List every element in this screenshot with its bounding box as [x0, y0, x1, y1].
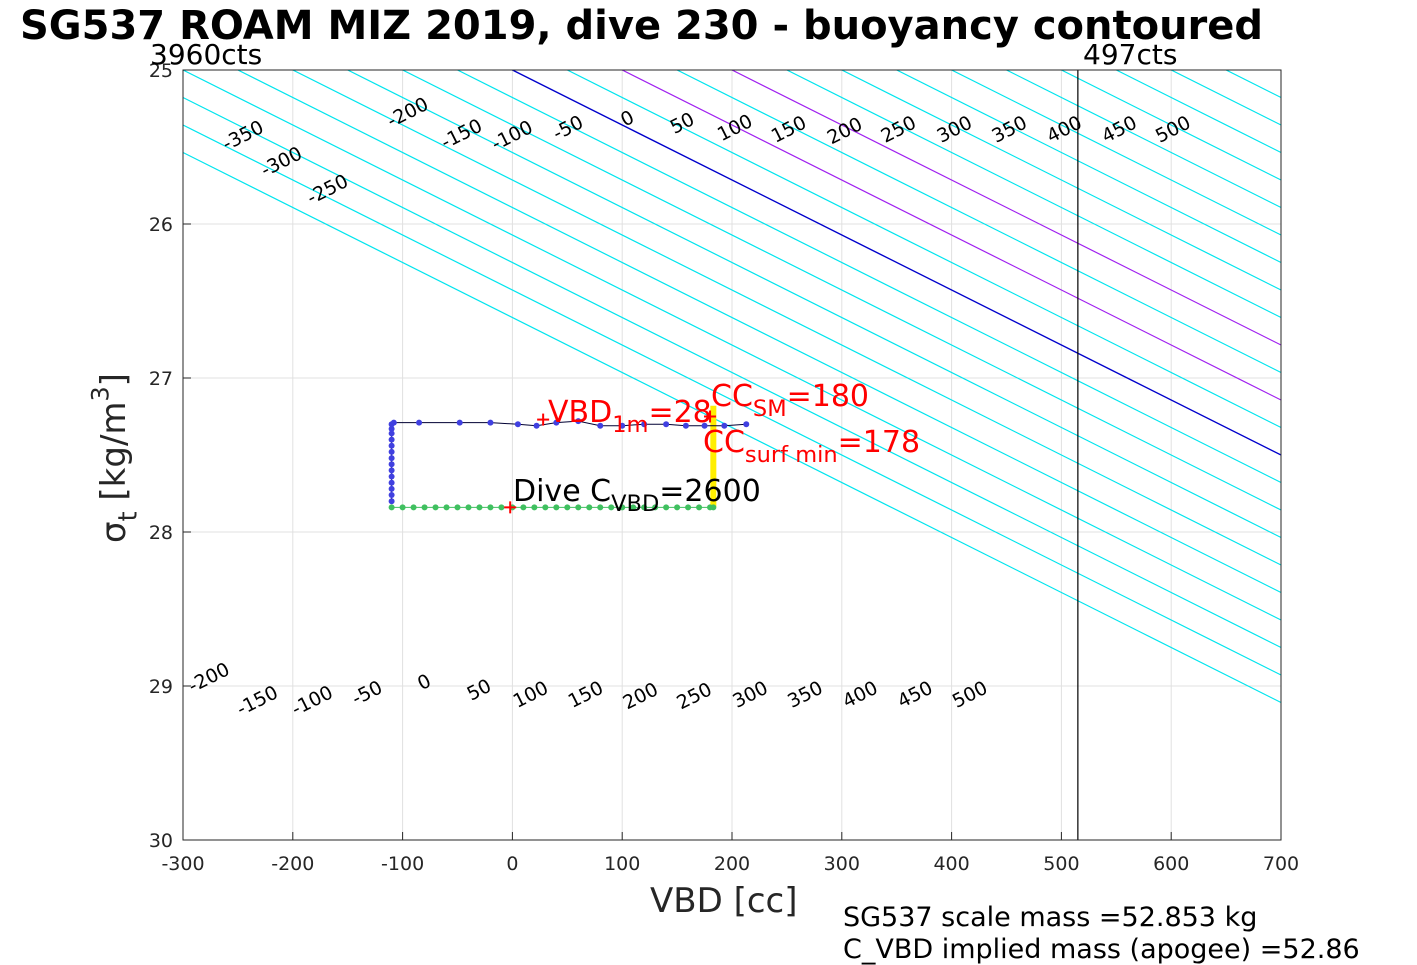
- x-tick-label: 600: [1153, 853, 1189, 875]
- contour-label: 450: [894, 677, 936, 713]
- ascent-point: [444, 504, 450, 510]
- contour-line: [1391, 70, 1417, 840]
- ascent-point: [422, 504, 428, 510]
- y-tick-label: 27: [149, 368, 173, 390]
- contour-label: -50: [348, 676, 386, 710]
- contour-label: -350: [219, 116, 267, 155]
- descent-point: [389, 492, 395, 498]
- ascent-point: [487, 504, 493, 510]
- contour-label: 150: [565, 677, 607, 713]
- descent-point: [389, 455, 395, 461]
- descent-point: [389, 467, 395, 473]
- x-tick-label: 700: [1263, 853, 1299, 875]
- footer-scale-mass: SG537 scale mass =52.853 kg: [843, 902, 1257, 933]
- contour-line: [1116, 70, 1417, 840]
- descent-point: [389, 474, 395, 480]
- contour-line: [1226, 70, 1417, 840]
- contour-label: 250: [673, 678, 715, 714]
- x-tick-label: 300: [824, 853, 860, 875]
- vbd-1m-annotation: VBD1m=28: [548, 398, 712, 437]
- contour-line: [1061, 70, 1417, 840]
- descent-point: [389, 486, 395, 492]
- contour-label: 50: [463, 675, 494, 706]
- left-counts: 3960cts: [150, 38, 262, 71]
- contour-label: -200: [384, 93, 432, 132]
- x-tick-label: 100: [604, 853, 640, 875]
- contour-label: 0: [617, 106, 638, 131]
- contour-line: [567, 70, 1417, 840]
- x-tick-label: -300: [161, 853, 204, 875]
- y-axis-label: σt [kg/m3]: [86, 373, 143, 543]
- contour-label: -150: [233, 681, 281, 720]
- x-tick-label: 400: [933, 853, 969, 875]
- dive-cvbd-annotation: Dive CVBD=2600: [513, 477, 761, 516]
- contour-label: -50: [549, 111, 587, 145]
- ascent-point: [455, 504, 461, 510]
- contour-label: 450: [1098, 112, 1140, 148]
- descent-point: [389, 430, 395, 436]
- descent-point: [389, 480, 395, 486]
- contour-label: 300: [934, 112, 976, 148]
- contour-label: 400: [1043, 112, 1085, 148]
- contour-label: -250: [304, 170, 352, 209]
- ascent-point: [465, 504, 471, 510]
- contour-line: [842, 70, 1417, 840]
- contour-label: -150: [437, 115, 485, 154]
- contour-line: [1336, 70, 1417, 840]
- contour-label: 300: [729, 677, 771, 713]
- descent-point: [534, 423, 540, 429]
- y-tick-label: 26: [149, 214, 173, 236]
- ascent-point: [411, 504, 417, 510]
- y-tick-label: 30: [149, 830, 173, 852]
- descent-point: [515, 421, 521, 427]
- x-tick-label: 0: [506, 853, 518, 875]
- descent-point: [389, 461, 395, 467]
- contour-label: 50: [667, 108, 698, 139]
- contour-line: [1007, 70, 1417, 840]
- contour-line: [897, 70, 1417, 840]
- contour-label: 250: [878, 112, 920, 148]
- contour-label: 350: [784, 677, 826, 713]
- ascent-point: [498, 504, 504, 510]
- footer-implied-mass: C_VBD implied mass (apogee) =52.86: [843, 934, 1360, 965]
- x-tick-label: -100: [381, 853, 424, 875]
- x-tick-label: 500: [1043, 853, 1079, 875]
- descent-point: [389, 449, 395, 455]
- contour-label: 400: [839, 677, 881, 713]
- contour-label: -300: [257, 142, 305, 181]
- x-axis-label: VBD [cc]: [650, 881, 798, 921]
- contour-line: [1171, 70, 1417, 840]
- x-tick-label: -200: [271, 853, 314, 875]
- y-tick-label: 28: [149, 522, 173, 544]
- contour-label: 500: [949, 677, 991, 713]
- contour-label: -100: [288, 681, 336, 720]
- ascent-point: [433, 504, 439, 510]
- descent-point: [487, 420, 493, 426]
- contour-label: 100: [714, 110, 756, 146]
- ascent-point: [400, 504, 406, 510]
- contour-label: 500: [1152, 112, 1194, 148]
- descent-point: [416, 420, 422, 426]
- right-counts: 497cts: [1083, 38, 1177, 71]
- y-tick-label: 29: [149, 676, 173, 698]
- ascent-point: [476, 504, 482, 510]
- contour-label: 0: [414, 670, 435, 695]
- contour-line: [458, 70, 1417, 840]
- cc-surf-min-annotation: CCsurf min=178: [703, 428, 920, 467]
- contour-label: 200: [620, 678, 662, 714]
- contour-label: 150: [768, 112, 810, 148]
- contour-line: [952, 70, 1417, 840]
- contour-line: [1281, 70, 1417, 840]
- descent-point: [389, 498, 395, 504]
- ascent-point: [389, 504, 395, 510]
- contour-label: 350: [988, 112, 1030, 148]
- contour-label: 100: [510, 677, 552, 713]
- x-tick-label: 200: [714, 853, 750, 875]
- contour-label: -200: [185, 658, 233, 697]
- descent-point: [389, 443, 395, 449]
- descent-point: [389, 437, 395, 443]
- cc-sm-annotation: CCSM=180: [711, 382, 869, 421]
- descent-point: [457, 420, 463, 426]
